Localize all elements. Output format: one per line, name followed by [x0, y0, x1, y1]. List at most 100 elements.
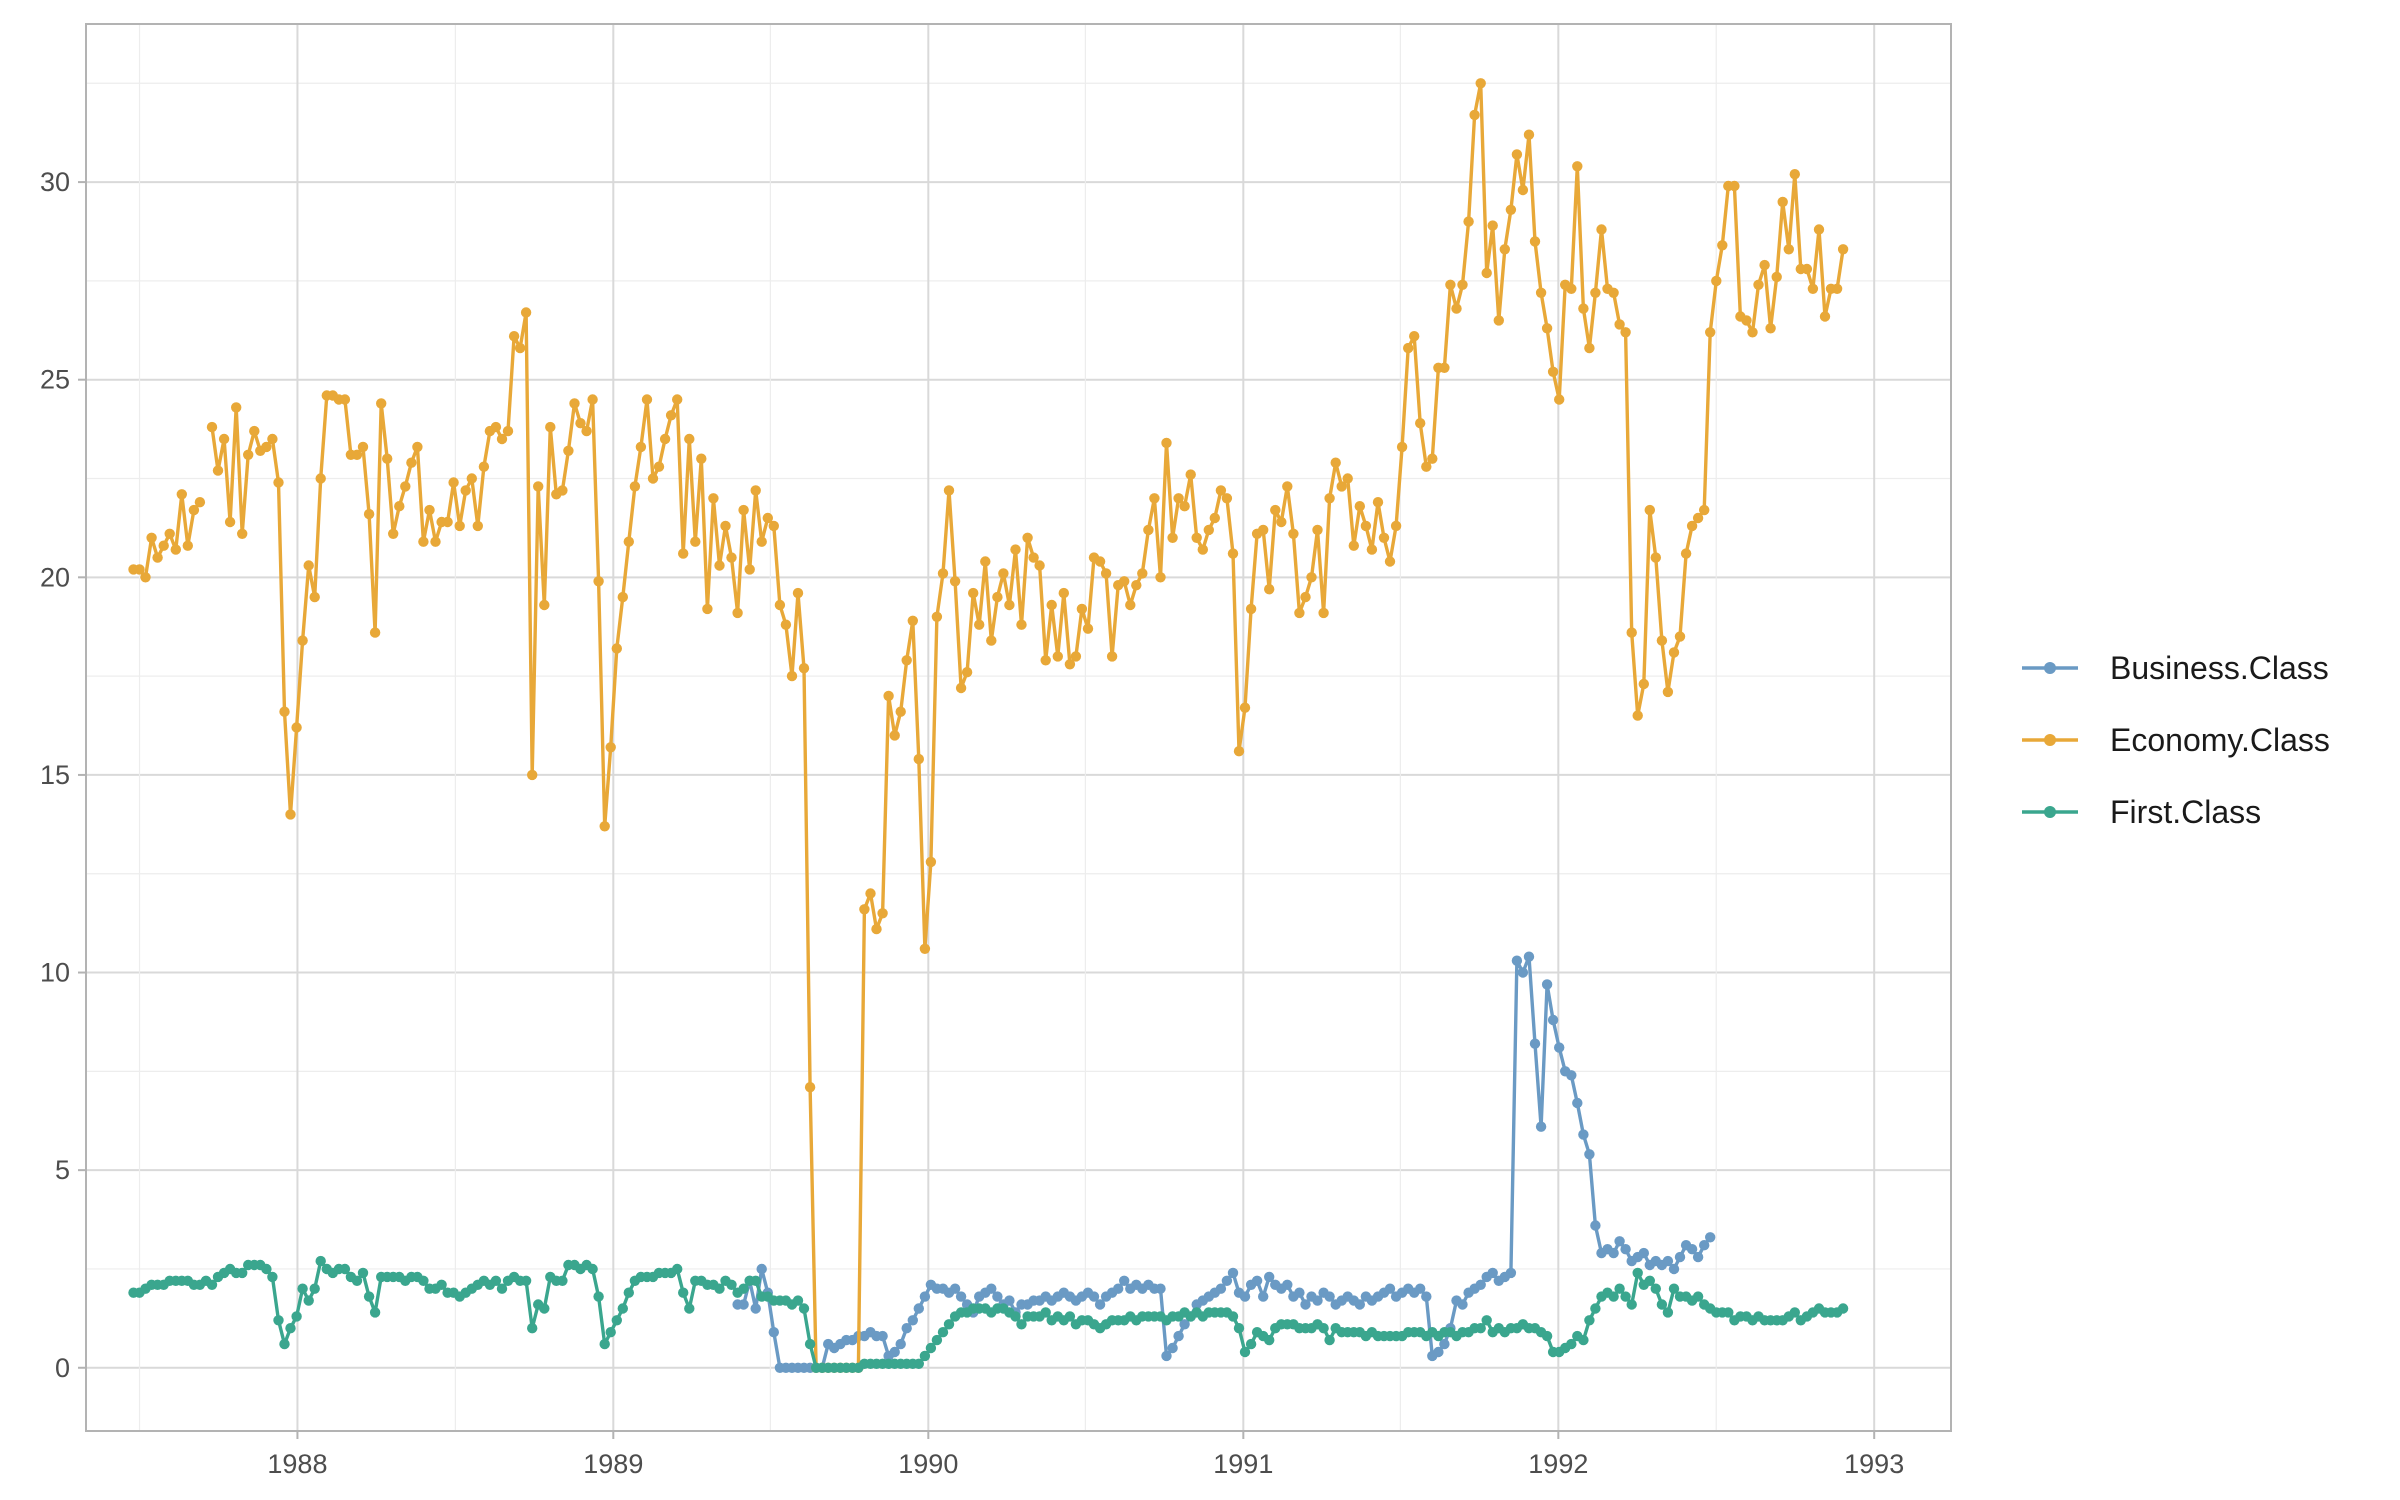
data-point [865, 888, 876, 899]
data-point [1801, 263, 1813, 275]
series-economy-class [128, 78, 1849, 1374]
x-tick-label: 1989 [583, 1449, 643, 1479]
data-point [1578, 1334, 1589, 1346]
data-point [478, 461, 490, 472]
data-point [212, 465, 224, 476]
data-point [291, 1311, 302, 1322]
data-point [617, 591, 628, 603]
data-point [194, 497, 206, 508]
data-point [768, 1327, 779, 1338]
data-point [237, 528, 248, 539]
data-point [1324, 493, 1335, 504]
data-point [1608, 287, 1619, 298]
data-point [1596, 224, 1607, 235]
data-point [1306, 572, 1317, 583]
data-point [557, 1275, 568, 1287]
data-point [1239, 702, 1251, 713]
data-point [1221, 493, 1233, 504]
data-point [1662, 1255, 1674, 1267]
data-point [1264, 584, 1275, 595]
data-point [261, 1263, 272, 1275]
data-point [1807, 283, 1819, 294]
data-point [611, 1315, 622, 1326]
data-point [859, 904, 870, 915]
data-point [182, 540, 193, 551]
data-point [1505, 204, 1517, 215]
data-point [1789, 169, 1801, 180]
data-point [1433, 1346, 1444, 1358]
data-point [1100, 568, 1112, 579]
data-point [1686, 520, 1698, 532]
y-tick-label: 25 [40, 365, 70, 395]
data-point [672, 394, 683, 405]
data-point [925, 856, 937, 868]
data-point [1566, 1070, 1577, 1081]
data-point [1179, 1319, 1190, 1330]
data-point [1330, 457, 1341, 468]
data-point [1566, 283, 1577, 294]
data-point [907, 615, 918, 626]
data-point [1541, 979, 1553, 990]
data-point [527, 1323, 538, 1334]
data-point [539, 599, 550, 611]
data-point [756, 1263, 767, 1275]
data-point [1547, 366, 1559, 377]
data-point [394, 501, 405, 512]
data-point [1318, 1323, 1329, 1334]
data-point [919, 1291, 931, 1302]
data-point [1650, 1283, 1662, 1294]
data-point [1656, 635, 1668, 646]
data-point [1705, 327, 1716, 338]
data-point [1584, 1315, 1595, 1326]
data-point [1481, 1315, 1492, 1326]
data-point [672, 1263, 683, 1275]
data-point [1686, 1244, 1698, 1255]
data-point [877, 908, 888, 919]
data-point [176, 489, 187, 500]
data-point [943, 485, 955, 496]
data-point [1650, 552, 1662, 563]
data-point [1644, 1275, 1656, 1287]
data-point [1173, 1330, 1184, 1342]
data-point [1529, 236, 1541, 247]
data-point [1034, 560, 1045, 571]
data-point [533, 481, 544, 492]
data-point [792, 587, 804, 599]
data-point [1777, 196, 1788, 208]
data-point [1179, 501, 1190, 512]
data-point [1119, 1275, 1130, 1287]
data-point [1445, 279, 1456, 290]
data-point [557, 485, 568, 496]
data-point [496, 433, 508, 445]
data-point [231, 402, 242, 413]
data-point [1523, 951, 1535, 962]
data-point [931, 611, 943, 622]
data-point [913, 1358, 924, 1370]
data-point [1288, 528, 1299, 539]
x-tick-label: 1992 [1528, 1449, 1588, 1479]
data-point [339, 1263, 351, 1275]
data-point [804, 1082, 816, 1093]
data-point [1517, 967, 1529, 978]
data-point [907, 1315, 918, 1326]
data-point [1487, 220, 1498, 231]
panel-background [86, 24, 1951, 1431]
data-point [1245, 603, 1257, 615]
data-point [466, 473, 477, 484]
data-point [738, 1283, 749, 1294]
data-point [599, 1338, 610, 1350]
data-point [1052, 651, 1064, 662]
data-point [1608, 1291, 1619, 1302]
data-point [520, 307, 532, 318]
data-point [1783, 244, 1795, 255]
data-point [1439, 1338, 1450, 1350]
data-point [1493, 315, 1505, 326]
data-point [1457, 279, 1468, 290]
data-point [1632, 710, 1643, 721]
data-point [357, 441, 369, 453]
data-point [1511, 955, 1523, 966]
data-point [418, 536, 429, 547]
data-point [490, 421, 502, 433]
data-point [943, 1319, 955, 1330]
data-point [1294, 1287, 1305, 1298]
